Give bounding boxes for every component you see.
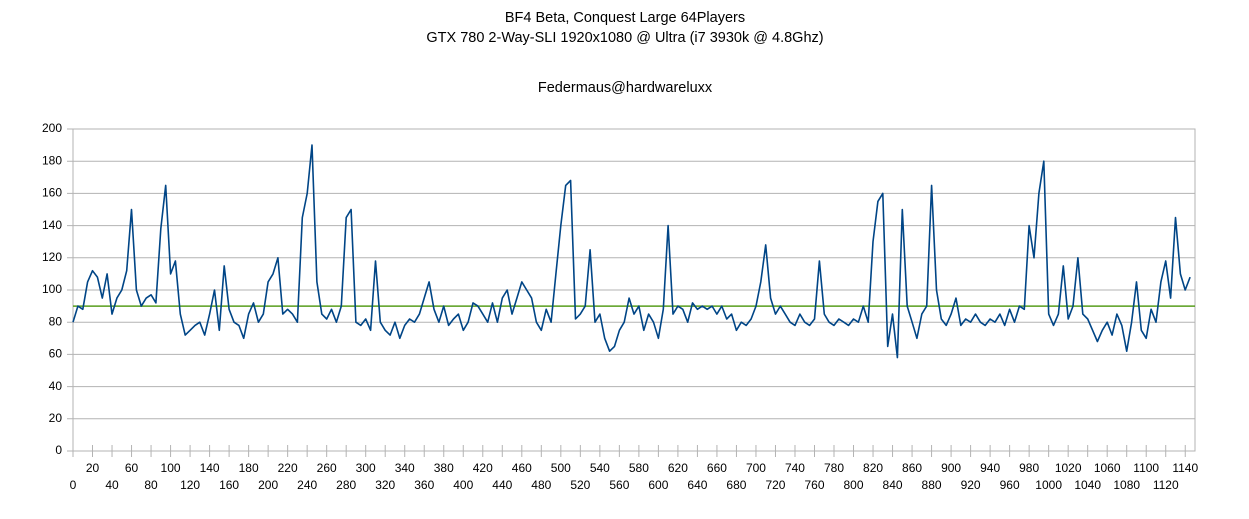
x-tick-label: 320	[375, 478, 395, 492]
x-tick-label: 180	[239, 461, 259, 475]
x-tick-label: 640	[687, 478, 707, 492]
x-tick-label: 280	[336, 478, 356, 492]
x-tick-label: 400	[453, 478, 473, 492]
x-tick-label: 720	[765, 478, 785, 492]
x-tick-label: 980	[1019, 461, 1039, 475]
y-tick-label: 160	[42, 186, 62, 200]
x-tick-label: 880	[922, 478, 942, 492]
x-tick-label: 60	[125, 461, 139, 475]
x-tick-label: 740	[785, 461, 805, 475]
x-tick-label: 80	[144, 478, 158, 492]
x-tick-label: 1000	[1035, 478, 1062, 492]
x-tick-label: 20	[86, 461, 100, 475]
y-tick-label: 40	[49, 379, 63, 393]
chart-subtitle: GTX 780 2-Way-SLI 1920x1080 @ Ultra (i7 …	[426, 30, 823, 46]
x-tick-label: 840	[883, 478, 903, 492]
x-tick-label: 820	[863, 461, 883, 475]
x-tick-label: 340	[395, 461, 415, 475]
x-tick-label: 540	[590, 461, 610, 475]
x-tick-label: 800	[844, 478, 864, 492]
x-tick-label: 160	[219, 478, 239, 492]
x-tick-label: 620	[668, 461, 688, 475]
y-tick-label: 80	[49, 314, 63, 328]
data-line	[72, 144, 1191, 359]
y-tick-label: 180	[42, 153, 62, 167]
x-tick-label: 360	[414, 478, 434, 492]
y-tick-label: 20	[49, 411, 63, 425]
x-tick-label: 560	[609, 478, 629, 492]
x-tick-label: 680	[726, 478, 746, 492]
x-tick-label: 500	[551, 461, 571, 475]
x-tick-label: 1140	[1172, 461, 1198, 475]
y-tick-label: 0	[55, 443, 62, 457]
x-tick-label: 920	[961, 478, 981, 492]
x-tick-label: 1020	[1055, 461, 1082, 475]
y-tick-label: 200	[42, 121, 62, 135]
x-tick-label: 240	[297, 478, 317, 492]
x-tick-label: 1040	[1074, 478, 1101, 492]
x-tick-label: 660	[707, 461, 727, 475]
x-tick-label: 700	[746, 461, 766, 475]
y-tick-label: 140	[42, 218, 62, 232]
x-tick-label: 900	[941, 461, 961, 475]
x-tick-label: 220	[278, 461, 298, 475]
x-tick-label: 40	[105, 478, 119, 492]
x-tick-label: 420	[473, 461, 493, 475]
x-tick-label: 460	[512, 461, 532, 475]
x-tick-label: 100	[161, 461, 181, 475]
x-tick-label: 1100	[1133, 461, 1159, 475]
x-tick-label: 1120	[1153, 478, 1179, 492]
x-tick-label: 940	[980, 461, 1000, 475]
x-tick-label: 140	[200, 461, 220, 475]
x-tick-label: 260	[317, 461, 337, 475]
x-tick-label: 960	[1000, 478, 1020, 492]
x-tick-label: 200	[258, 478, 278, 492]
x-tick-label: 1060	[1094, 461, 1121, 475]
x-tick-label: 480	[531, 478, 551, 492]
x-tick-label: 300	[356, 461, 376, 475]
y-tick-label: 100	[42, 282, 62, 296]
x-tick-label: 860	[902, 461, 922, 475]
x-tick-label: 0	[70, 478, 77, 492]
x-tick-label: 760	[804, 478, 824, 492]
x-tick-label: 580	[629, 461, 649, 475]
x-tick-label: 440	[492, 478, 512, 492]
x-tick-label: 780	[824, 461, 844, 475]
x-tick-label: 520	[570, 478, 590, 492]
chart-annotation: Federmaus@hardwareluxx	[538, 80, 713, 96]
y-tick-label: 60	[49, 347, 63, 361]
chart-title: BF4 Beta, Conquest Large 64Players	[505, 10, 745, 26]
x-tick-label: 1080	[1113, 478, 1140, 492]
x-tick-label: 380	[434, 461, 454, 475]
x-tick-label: 600	[648, 478, 668, 492]
x-tick-label: 120	[180, 478, 200, 492]
y-tick-label: 120	[42, 250, 62, 264]
